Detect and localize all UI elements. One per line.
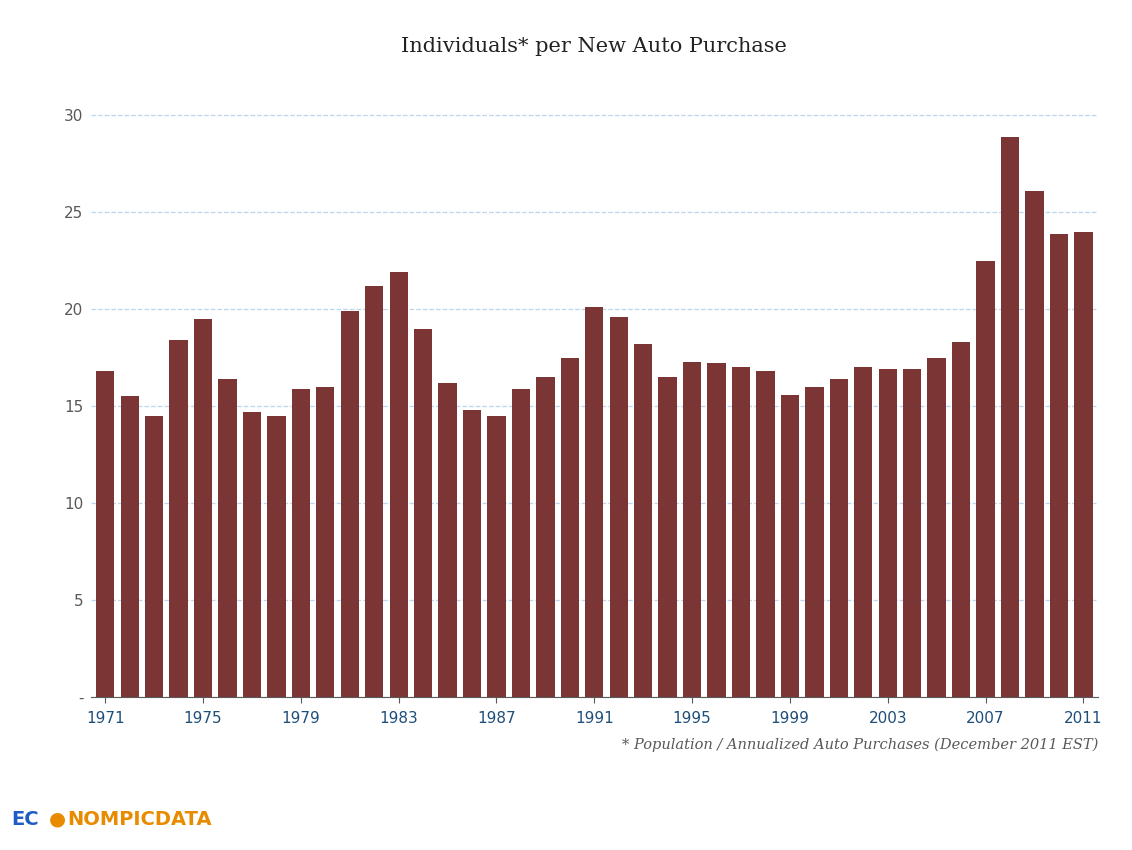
Bar (194, 319, 212, 697)
Bar (560, 358, 578, 697)
Bar (170, 340, 188, 697)
Bar (512, 388, 530, 697)
Bar (781, 394, 799, 697)
Bar (242, 412, 261, 697)
Bar (659, 377, 677, 697)
Bar (365, 286, 384, 697)
Bar (389, 272, 408, 697)
Bar (756, 371, 774, 697)
Bar (316, 387, 334, 697)
Bar (977, 261, 995, 697)
Bar (683, 361, 702, 697)
Bar (805, 387, 824, 697)
Bar (585, 307, 603, 697)
Text: EC: EC (11, 810, 38, 829)
Bar (903, 369, 921, 697)
Bar (341, 311, 359, 697)
Bar (927, 358, 946, 697)
Bar (1001, 137, 1019, 697)
Bar (120, 396, 139, 697)
Bar (855, 367, 873, 697)
Text: NOMPICDATA: NOMPICDATA (67, 810, 212, 829)
Bar (463, 410, 481, 697)
Bar (952, 343, 970, 697)
Bar (732, 367, 751, 697)
Text: * Population / Annualized Auto Purchases (December 2011 EST): * Population / Annualized Auto Purchases… (621, 738, 1098, 752)
Bar (267, 416, 285, 697)
Text: ●: ● (49, 810, 66, 829)
Bar (830, 379, 848, 697)
Bar (1074, 232, 1092, 697)
Bar (708, 364, 726, 697)
Bar (1026, 191, 1044, 697)
Bar (537, 377, 555, 697)
Bar (292, 388, 310, 697)
Bar (1049, 234, 1069, 697)
Bar (438, 382, 456, 697)
Bar (610, 317, 628, 697)
Bar (145, 416, 163, 697)
Bar (487, 416, 506, 697)
Bar (878, 369, 897, 697)
Bar (414, 329, 432, 697)
Title: Individuals* per New Auto Purchase: Individuals* per New Auto Purchase (402, 37, 787, 55)
Bar (634, 344, 652, 697)
Bar (218, 379, 237, 697)
Bar (96, 371, 114, 697)
